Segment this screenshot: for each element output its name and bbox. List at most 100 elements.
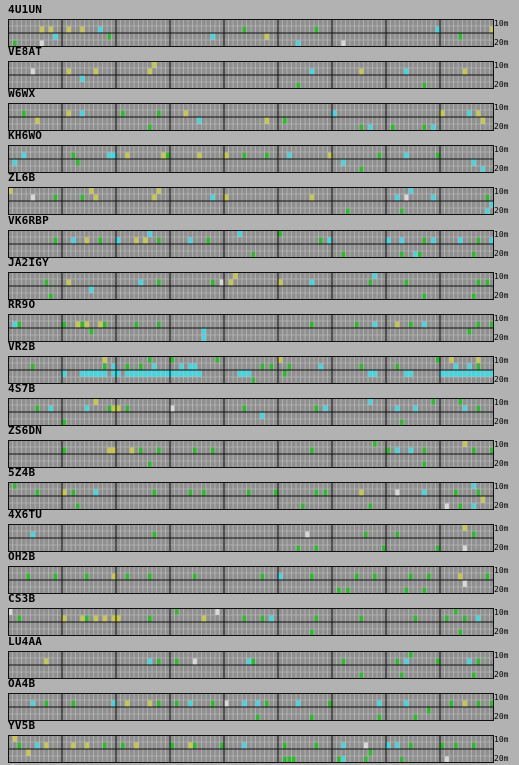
signal-spot	[476, 615, 481, 623]
signal-spot	[382, 545, 386, 553]
signal-spot	[76, 503, 80, 511]
signal-spot	[152, 61, 157, 69]
signal-spot	[373, 370, 377, 377]
beacon-callsign: 4U1UN	[8, 3, 43, 16]
signal-spot	[463, 405, 467, 412]
signal-spot	[404, 194, 409, 202]
signal-spot	[125, 152, 130, 160]
propagation-grid	[8, 19, 494, 47]
signal-spot	[103, 370, 107, 377]
signal-spot	[404, 152, 409, 160]
signal-spot	[467, 328, 472, 335]
signal-spot	[89, 286, 94, 293]
signal-spot	[445, 615, 449, 623]
beacon-row: LU4AA 10m 20m	[0, 635, 519, 679]
signal-spot	[265, 700, 269, 707]
signal-spot	[143, 370, 148, 377]
signal-spot	[377, 152, 382, 160]
signal-spot	[472, 251, 476, 258]
signal-spot	[296, 700, 301, 707]
signal-spot	[202, 335, 206, 342]
beacon-row: OA4B 10m 20m	[0, 677, 519, 721]
band-label-10m: 10m	[494, 692, 509, 702]
signal-spot	[188, 742, 193, 749]
signal-spot	[67, 110, 71, 118]
signal-spot	[35, 742, 40, 749]
band-label-20m: 20m	[494, 38, 509, 47]
signal-spot	[454, 742, 458, 749]
propagation-grid	[8, 482, 494, 511]
band-label-10m: 10m	[494, 734, 509, 744]
signal-spot	[125, 363, 130, 370]
signal-spot	[490, 370, 494, 377]
signal-spot	[422, 587, 427, 595]
signal-spot	[62, 419, 67, 426]
signal-spot	[139, 363, 143, 370]
signal-spot	[346, 587, 350, 595]
signal-spot	[404, 700, 409, 707]
signal-spot	[134, 237, 139, 244]
grid-border	[8, 692, 494, 721]
signal-spot	[445, 370, 449, 377]
grid-border	[8, 187, 494, 216]
signal-spot	[179, 370, 184, 377]
signal-spot	[161, 370, 166, 377]
signal-spot	[310, 279, 314, 286]
signal-spot	[436, 152, 440, 160]
signal-spot	[400, 237, 404, 244]
signal-spot	[481, 496, 485, 504]
signal-spot	[134, 370, 139, 377]
signal-spot	[17, 321, 22, 328]
signal-spot	[13, 159, 17, 167]
signal-spot	[260, 573, 265, 581]
signal-spot	[26, 573, 31, 581]
signal-spot	[400, 208, 404, 216]
signal-spot	[449, 700, 454, 707]
signal-spot	[152, 363, 157, 370]
signal-spot	[476, 658, 481, 665]
signal-spot	[67, 26, 71, 33]
signal-spot	[71, 742, 76, 749]
signal-spot	[427, 707, 431, 714]
signal-spot	[359, 124, 364, 132]
signal-spot	[211, 33, 215, 40]
signal-spot	[296, 545, 301, 553]
signal-spot	[71, 237, 76, 244]
signal-spot	[40, 40, 44, 47]
signal-spot	[287, 363, 292, 370]
signal-spot	[395, 194, 400, 202]
signal-spot	[31, 531, 35, 539]
signal-spot	[62, 370, 67, 377]
grid-border	[8, 524, 494, 553]
signal-spot	[431, 398, 436, 405]
signal-spot	[116, 615, 121, 623]
signal-spot	[89, 187, 94, 195]
signal-spot	[490, 700, 494, 707]
band-label-20m: 20m	[494, 206, 509, 216]
grid-border	[8, 608, 494, 637]
signal-spot	[121, 742, 125, 749]
signal-spot	[458, 33, 463, 40]
beacon-row: VE8AT 10m 20m	[0, 46, 519, 90]
signal-spot	[431, 124, 436, 132]
signal-spot	[193, 573, 197, 581]
signal-spot	[40, 26, 44, 33]
signal-spot	[319, 237, 323, 244]
signal-spot	[170, 405, 175, 412]
signal-spot	[332, 110, 337, 118]
signal-spot	[112, 447, 116, 454]
beacon-row: JA2IGY 10m 20m	[0, 256, 519, 300]
signal-spot	[157, 658, 161, 665]
signal-spot	[80, 370, 85, 377]
signal-spot	[476, 370, 481, 377]
signal-spot	[463, 545, 467, 553]
signal-spot	[13, 735, 17, 742]
signal-spot	[103, 363, 107, 370]
signal-spot	[409, 321, 413, 328]
signal-spot	[238, 370, 242, 377]
signal-spot	[256, 700, 260, 707]
signal-spot	[485, 573, 490, 581]
signal-spot	[463, 370, 467, 377]
band-label-20m: 20m	[494, 627, 509, 637]
signal-spot	[368, 279, 373, 286]
